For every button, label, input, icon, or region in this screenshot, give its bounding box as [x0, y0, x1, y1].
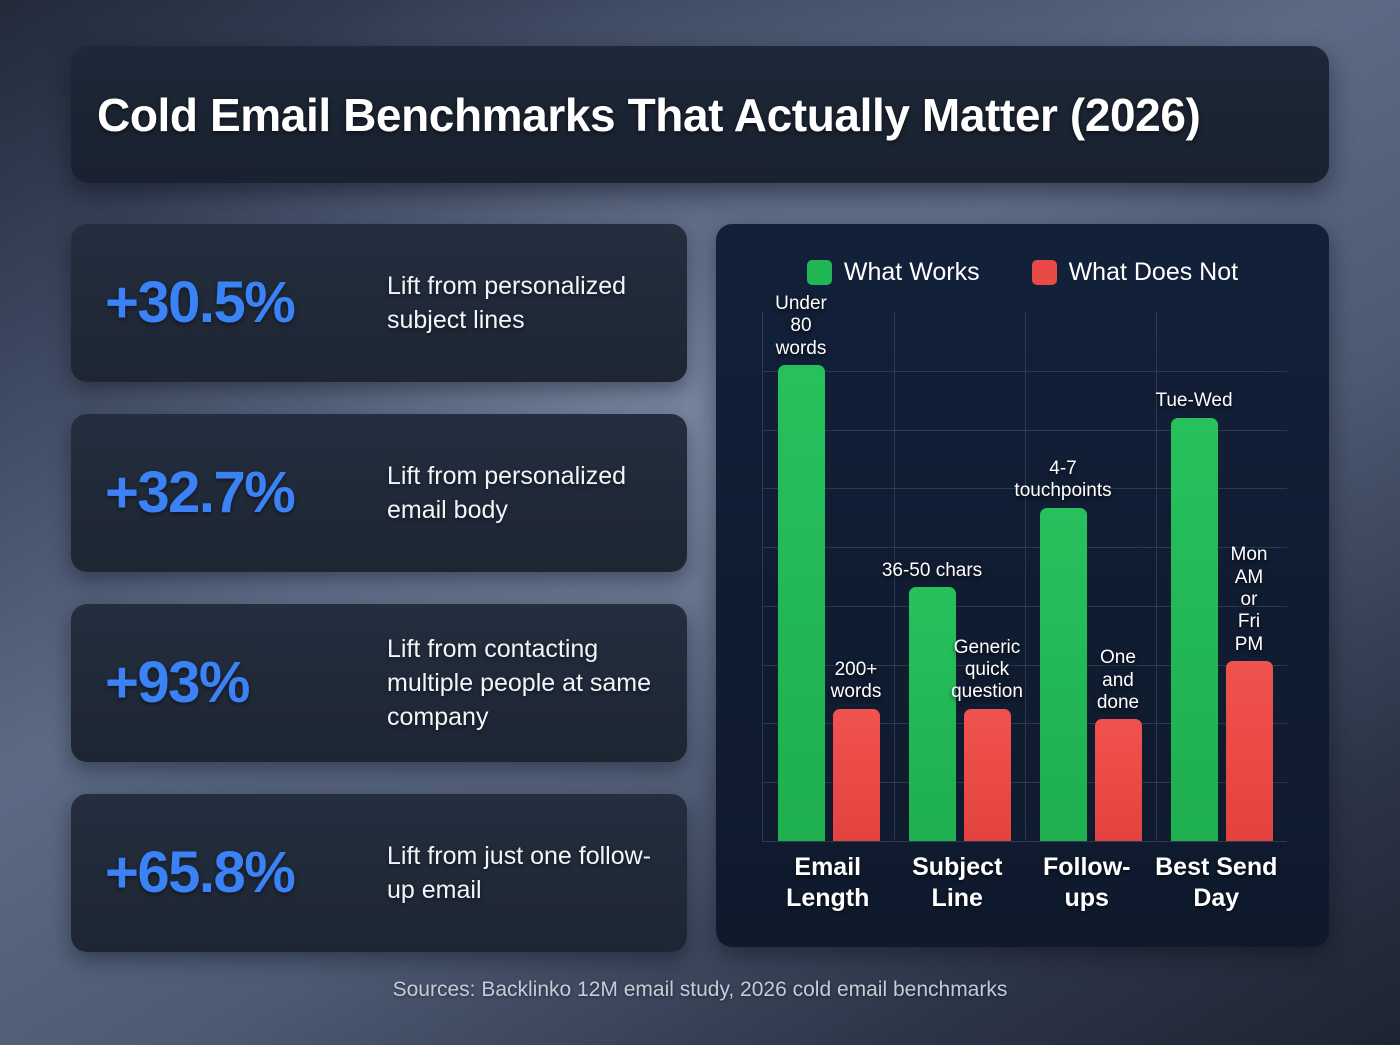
- gridline-vertical: [1025, 312, 1026, 841]
- bar-good-wrap: Tue-Wed: [1155, 312, 1233, 841]
- gridline-vertical: [894, 312, 895, 841]
- bar-group: Tue-Wed Mon AM or Fri PM: [1155, 312, 1287, 841]
- chart-panel: What Works What Does Not Under 80 words 2…: [716, 224, 1329, 947]
- bar-group: 36-50 chars Generic quick question: [882, 312, 1025, 841]
- sources-note: Sources: Backlinko 12M email study, 2026…: [392, 978, 1008, 1001]
- bar-bad[interactable]: [832, 708, 880, 841]
- legend-swatch-bad: [1031, 260, 1057, 285]
- stat-value: +93%: [105, 650, 250, 715]
- chart-legend: What Works What Does Not: [716, 258, 1329, 287]
- gridline-horizontal: [763, 605, 1287, 607]
- bar-value-label: Tue-Wed: [1155, 390, 1233, 412]
- bar-bad-wrap: Mon AM or Fri PM: [1225, 312, 1273, 841]
- legend-label-bad: What Does Not: [1068, 258, 1239, 286]
- stat-card: +65.8% Lift from just one follow-up emai…: [71, 794, 687, 952]
- stat-value: +32.7%: [105, 460, 296, 525]
- bar-good[interactable]: [1170, 417, 1218, 841]
- legend-label-good: What Works: [843, 258, 980, 286]
- bar-good[interactable]: [908, 587, 956, 841]
- stat-value: +30.5%: [105, 270, 296, 335]
- stat-label: Lift from personalized email body: [387, 462, 627, 524]
- bar-value-label: Under 80 words: [775, 292, 827, 359]
- gridline-horizontal: [763, 723, 1287, 725]
- x-axis-label: Email Length: [786, 853, 870, 913]
- title-banner: Cold Email Benchmarks That Actually Matt…: [71, 46, 1329, 183]
- bar-good-wrap: 36-50 chars: [882, 312, 982, 841]
- bar-value-label: One and done: [1096, 647, 1140, 713]
- x-axis-label: Best Send Day: [1155, 853, 1278, 913]
- legend-swatch-good: [806, 260, 832, 285]
- bar-good-wrap: Under 80 words: [775, 293, 827, 841]
- bar-group: 4-7 touchpoints One and done: [1014, 312, 1156, 841]
- chart-bar-groups: Under 80 words 200+ words 36-50 chars Gener…: [763, 293, 1287, 841]
- bar-bad[interactable]: [963, 708, 1011, 841]
- stat-label: Lift from personalized subject lines: [387, 272, 627, 334]
- bar-bad[interactable]: [1225, 661, 1273, 841]
- chart-x-axis-labels: Email Length Subject Line Follow-ups Bes…: [763, 852, 1281, 915]
- gridline-vertical: [1156, 312, 1157, 841]
- legend-item-bad: What Does Not: [1031, 258, 1239, 287]
- bar-good[interactable]: [777, 364, 825, 841]
- x-axis-label: Subject Line: [912, 853, 1003, 913]
- bar-good[interactable]: [1039, 507, 1087, 841]
- bar-bad-wrap: One and done: [1094, 312, 1142, 841]
- chart-plot-area: Under 80 words 200+ words 36-50 chars Gener…: [746, 293, 1299, 842]
- gridline-horizontal: [763, 547, 1287, 549]
- gridline-horizontal: [763, 782, 1287, 784]
- legend-item-good: What Works: [806, 258, 980, 287]
- bar-value-label: Mon AM or Fri PM: [1230, 544, 1268, 655]
- stat-label: Lift from just one follow-up email: [387, 842, 651, 904]
- gridline-horizontal: [763, 429, 1287, 431]
- bar-bad-wrap: Generic quick question: [951, 312, 1023, 841]
- chart-gridlines: [762, 312, 1287, 842]
- gridline-horizontal: [763, 488, 1287, 490]
- stat-card: +30.5% Lift from personalized subject li…: [71, 224, 687, 382]
- stat-card: +32.7% Lift from personalized email body: [71, 414, 687, 572]
- bar-good-wrap: 4-7 touchpoints: [1014, 312, 1112, 841]
- stat-value: +65.8%: [105, 840, 296, 905]
- stat-card: +93% Lift from contacting multiple peopl…: [71, 604, 687, 762]
- bar-group: Under 80 words 200+ words: [763, 293, 894, 841]
- gridline-horizontal: [763, 664, 1287, 666]
- stat-card-list: +30.5% Lift from personalized subject li…: [71, 224, 687, 952]
- x-axis-label: Follow-ups: [1043, 853, 1131, 913]
- bar-bad[interactable]: [1094, 719, 1142, 841]
- bar-value-label: 200+ words: [830, 658, 882, 703]
- bar-value-label: Generic quick question: [951, 636, 1023, 703]
- page-title: Cold Email Benchmarks That Actually Matt…: [97, 88, 1201, 141]
- bar-bad-wrap: 200+ words: [830, 312, 882, 841]
- gridline-horizontal: [763, 370, 1287, 372]
- stat-label: Lift from contacting multiple people at …: [387, 635, 652, 731]
